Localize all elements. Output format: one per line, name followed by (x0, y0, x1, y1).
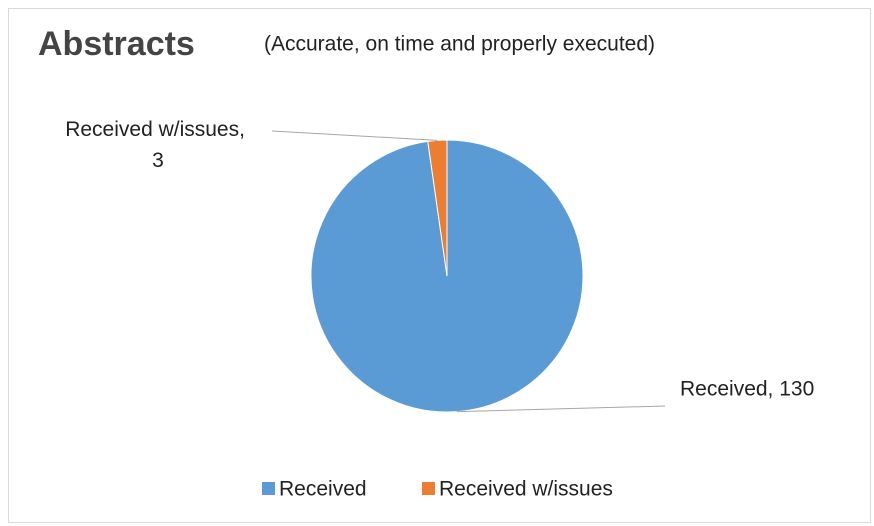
leader-line (271, 130, 438, 141)
leader-line (456, 405, 666, 413)
legend-label: Received (279, 478, 367, 501)
chart-title: Abstracts (38, 25, 195, 63)
data-label: Received w/issues, 3 (65, 118, 251, 172)
legend-swatch (422, 482, 435, 495)
chart-subtitle: (Accurate, on time and properly executed… (264, 33, 655, 56)
pie-slice (427, 139, 448, 277)
legend-label: Received w/issues (439, 478, 613, 501)
data-label: Received, 130 (680, 378, 814, 401)
legend-swatch (262, 482, 275, 495)
